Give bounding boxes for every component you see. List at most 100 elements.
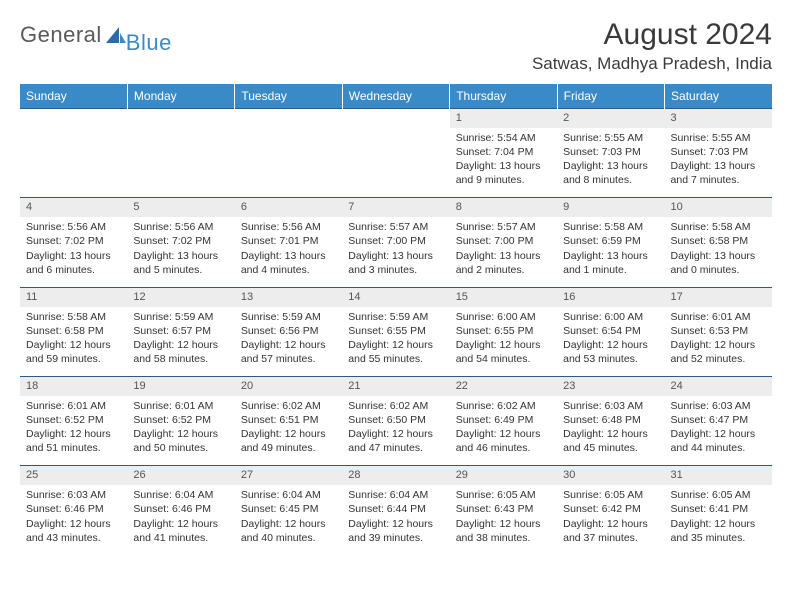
sunset-text: Sunset: 6:46 PM [133,502,228,516]
sunrise-text: Sunrise: 6:02 AM [456,399,551,413]
weekday-header: Monday [127,84,234,109]
sunrise-text: Sunrise: 6:01 AM [671,310,766,324]
day-number-cell: 19 [127,377,234,396]
sunrise-text: Sunrise: 5:59 AM [133,310,228,324]
daylight-text: Daylight: 13 hours and 0 minutes. [671,249,766,277]
sunset-text: Sunset: 6:52 PM [26,413,121,427]
day-number-cell: 2 [557,109,664,128]
day-content-cell: Sunrise: 6:04 AMSunset: 6:46 PMDaylight:… [127,485,234,555]
logo-sail-icon [106,25,126,48]
sunset-text: Sunset: 6:54 PM [563,324,658,338]
day-number-cell: 20 [235,377,342,396]
day-content-cell: Sunrise: 5:54 AMSunset: 7:04 PMDaylight:… [450,128,557,198]
daylight-text: Daylight: 13 hours and 7 minutes. [671,159,766,187]
sunset-text: Sunset: 7:02 PM [26,234,121,248]
weekday-header: Thursday [450,84,557,109]
daylight-text: Daylight: 12 hours and 35 minutes. [671,517,766,545]
daylight-text: Daylight: 12 hours and 59 minutes. [26,338,121,366]
sunset-text: Sunset: 6:48 PM [563,413,658,427]
day-number-cell: 28 [342,466,449,485]
day-number-cell: 17 [665,287,772,306]
daylight-text: Daylight: 12 hours and 45 minutes. [563,427,658,455]
day-number-cell: 6 [235,198,342,217]
daylight-text: Daylight: 12 hours and 52 minutes. [671,338,766,366]
sunrise-text: Sunrise: 5:57 AM [456,220,551,234]
daylight-text: Daylight: 13 hours and 4 minutes. [241,249,336,277]
sunset-text: Sunset: 6:41 PM [671,502,766,516]
day-number-cell [20,109,127,128]
day-content-cell: Sunrise: 6:02 AMSunset: 6:49 PMDaylight:… [450,396,557,466]
sunset-text: Sunset: 6:43 PM [456,502,551,516]
sunset-text: Sunset: 7:01 PM [241,234,336,248]
sunrise-text: Sunrise: 6:04 AM [348,488,443,502]
day-number-cell: 11 [20,287,127,306]
sunset-text: Sunset: 7:03 PM [563,145,658,159]
day-content-cell: Sunrise: 5:56 AMSunset: 7:02 PMDaylight:… [20,217,127,287]
day-number-row: 123 [20,109,772,128]
weekday-header: Sunday [20,84,127,109]
daylight-text: Daylight: 12 hours and 51 minutes. [26,427,121,455]
daylight-text: Daylight: 12 hours and 50 minutes. [133,427,228,455]
day-number-cell: 22 [450,377,557,396]
sunset-text: Sunset: 7:04 PM [456,145,551,159]
sunrise-text: Sunrise: 6:04 AM [133,488,228,502]
day-number-row: 11121314151617 [20,287,772,306]
weekday-header: Saturday [665,84,772,109]
daylight-text: Daylight: 12 hours and 49 minutes. [241,427,336,455]
sunrise-text: Sunrise: 6:03 AM [671,399,766,413]
sunset-text: Sunset: 6:46 PM [26,502,121,516]
sunrise-text: Sunrise: 5:59 AM [348,310,443,324]
logo-text-general: General [20,22,102,48]
daylight-text: Daylight: 13 hours and 9 minutes. [456,159,551,187]
day-number-cell: 24 [665,377,772,396]
day-content-cell: Sunrise: 5:56 AMSunset: 7:01 PMDaylight:… [235,217,342,287]
daylight-text: Daylight: 12 hours and 55 minutes. [348,338,443,366]
sunset-text: Sunset: 6:44 PM [348,502,443,516]
day-content-cell [235,128,342,198]
sunset-text: Sunset: 7:03 PM [671,145,766,159]
day-number-row: 25262728293031 [20,466,772,485]
weekday-header: Friday [557,84,664,109]
day-number-cell: 1 [450,109,557,128]
day-content-row: Sunrise: 6:01 AMSunset: 6:52 PMDaylight:… [20,396,772,466]
daylight-text: Daylight: 13 hours and 8 minutes. [563,159,658,187]
sunrise-text: Sunrise: 5:58 AM [26,310,121,324]
day-content-cell: Sunrise: 6:03 AMSunset: 6:46 PMDaylight:… [20,485,127,555]
day-content-cell: Sunrise: 6:05 AMSunset: 6:43 PMDaylight:… [450,485,557,555]
day-number-cell: 8 [450,198,557,217]
sunset-text: Sunset: 6:58 PM [671,234,766,248]
sunset-text: Sunset: 6:51 PM [241,413,336,427]
daylight-text: Daylight: 12 hours and 37 minutes. [563,517,658,545]
day-number-cell: 18 [20,377,127,396]
sunrise-text: Sunrise: 6:05 AM [563,488,658,502]
weekday-header-row: SundayMondayTuesdayWednesdayThursdayFrid… [20,84,772,109]
sunrise-text: Sunrise: 6:04 AM [241,488,336,502]
day-content-cell: Sunrise: 6:02 AMSunset: 6:50 PMDaylight:… [342,396,449,466]
month-title: August 2024 [532,18,772,52]
day-number-cell: 14 [342,287,449,306]
day-content-cell: Sunrise: 5:55 AMSunset: 7:03 PMDaylight:… [665,128,772,198]
day-content-cell: Sunrise: 6:01 AMSunset: 6:53 PMDaylight:… [665,307,772,377]
day-number-cell [342,109,449,128]
day-number-cell: 15 [450,287,557,306]
sunset-text: Sunset: 6:55 PM [456,324,551,338]
daylight-text: Daylight: 12 hours and 40 minutes. [241,517,336,545]
day-number-cell: 5 [127,198,234,217]
day-number-cell: 7 [342,198,449,217]
day-content-cell: Sunrise: 5:57 AMSunset: 7:00 PMDaylight:… [450,217,557,287]
daylight-text: Daylight: 12 hours and 43 minutes. [26,517,121,545]
day-content-cell [342,128,449,198]
day-content-cell [127,128,234,198]
daylight-text: Daylight: 12 hours and 41 minutes. [133,517,228,545]
day-number-cell: 27 [235,466,342,485]
sunset-text: Sunset: 6:52 PM [133,413,228,427]
day-content-cell: Sunrise: 6:03 AMSunset: 6:48 PMDaylight:… [557,396,664,466]
day-content-cell: Sunrise: 6:04 AMSunset: 6:45 PMDaylight:… [235,485,342,555]
sunrise-text: Sunrise: 6:00 AM [456,310,551,324]
day-content-row: Sunrise: 5:58 AMSunset: 6:58 PMDaylight:… [20,307,772,377]
day-number-cell: 26 [127,466,234,485]
sunrise-text: Sunrise: 6:03 AM [26,488,121,502]
daylight-text: Daylight: 12 hours and 58 minutes. [133,338,228,366]
daylight-text: Daylight: 12 hours and 38 minutes. [456,517,551,545]
day-content-cell: Sunrise: 6:03 AMSunset: 6:47 PMDaylight:… [665,396,772,466]
